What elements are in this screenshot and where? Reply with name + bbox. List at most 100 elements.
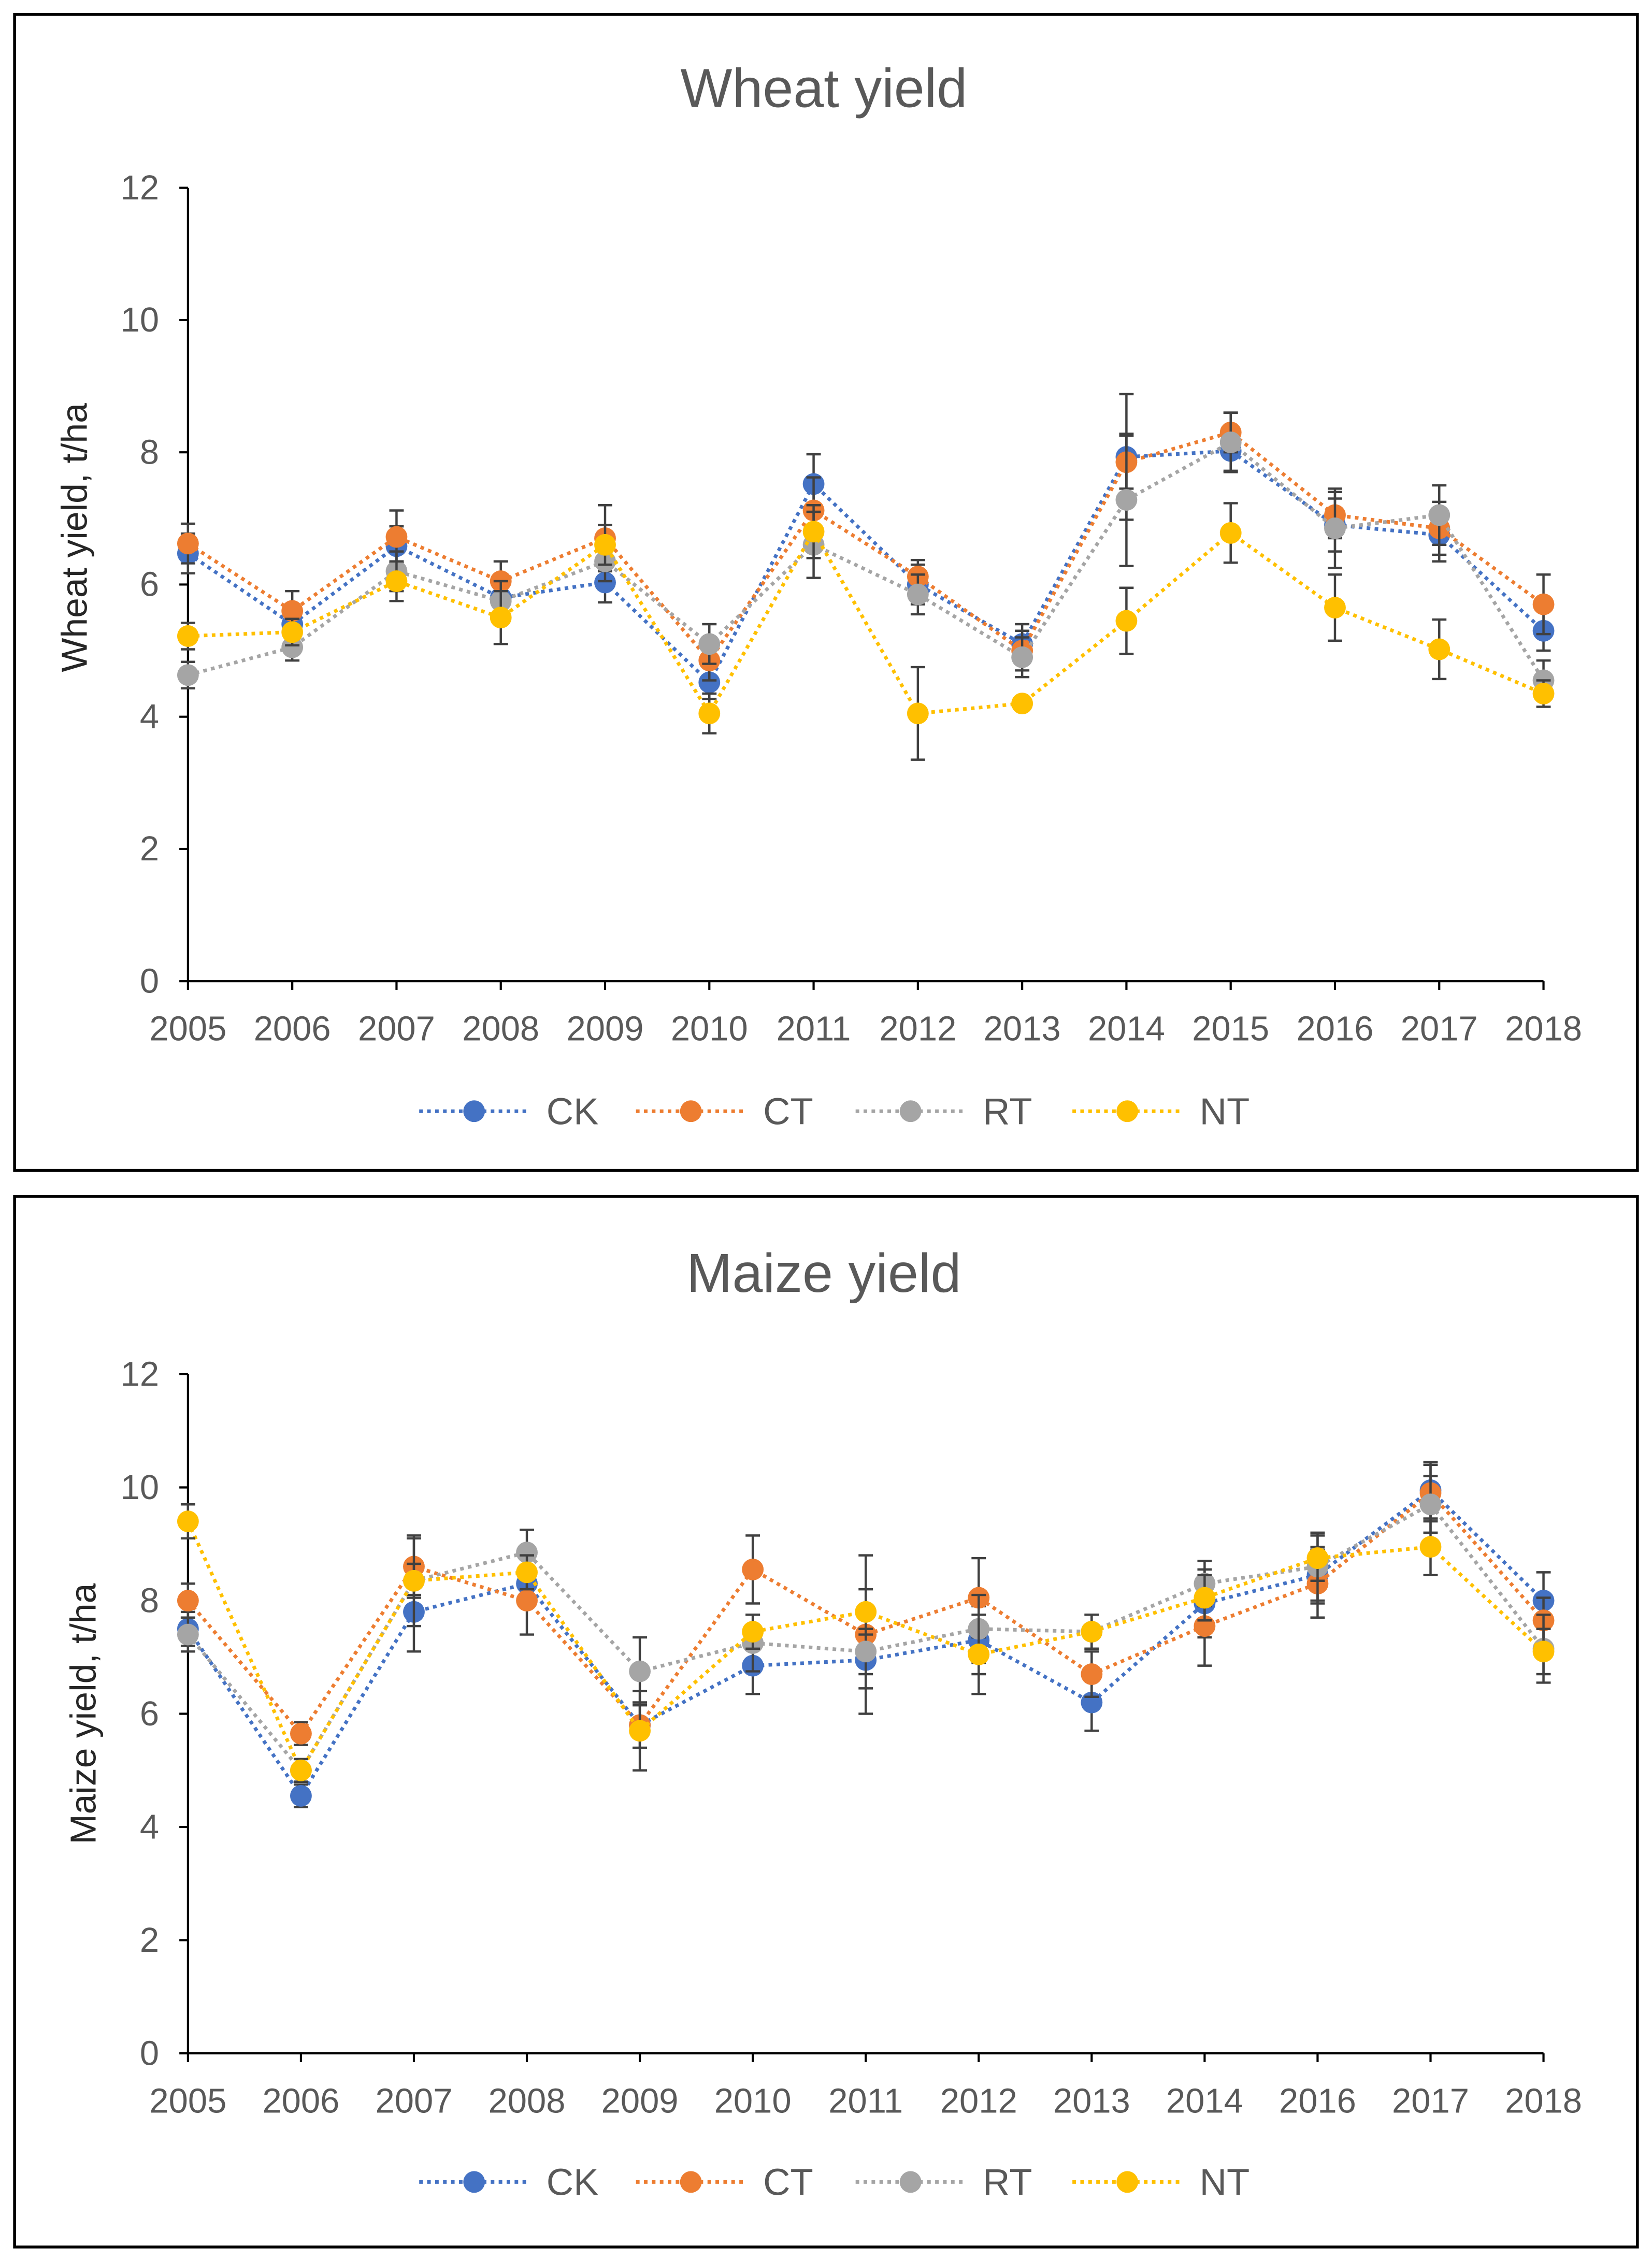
- data-point-nt: [855, 1601, 877, 1623]
- data-point-nt: [742, 1621, 764, 1643]
- x-tick-label: 2017: [1392, 2081, 1469, 2120]
- data-point-nt: [1011, 693, 1033, 715]
- data-point-ct: [281, 600, 304, 622]
- x-tick-label: 2005: [149, 1010, 226, 1048]
- y-tick-label: 8: [140, 1581, 159, 1620]
- series-nt: [177, 502, 1555, 761]
- data-point-rt: [629, 1660, 651, 1682]
- chart-border: [13, 13, 1639, 1172]
- data-point-nt: [802, 521, 825, 543]
- y-tick-label: 10: [121, 1468, 159, 1507]
- y-tick-label: 2: [140, 1921, 159, 1960]
- legend-label: CK: [547, 1090, 599, 1132]
- data-point-rt: [177, 1623, 199, 1646]
- data-point-rt: [1324, 517, 1346, 539]
- x-tick-label: 2006: [254, 1010, 331, 1048]
- legend-label: CT: [763, 2161, 813, 2203]
- x-tick-label: 2018: [1505, 2081, 1582, 2120]
- x-tick-label: 2009: [601, 2081, 679, 2120]
- data-point-ct: [290, 1722, 312, 1745]
- data-point-ct: [1532, 593, 1555, 615]
- x-tick-label: 2011: [828, 2081, 903, 2120]
- legend-item-rt: RT: [855, 1090, 1032, 1132]
- series-line-nt: [188, 528, 1544, 717]
- data-point-ct: [385, 526, 408, 548]
- data-point-rt: [516, 1542, 538, 1564]
- data-point-nt: [516, 1561, 538, 1584]
- data-point-nt: [1194, 1587, 1216, 1609]
- y-tick-label: 8: [140, 433, 159, 471]
- data-point-nt: [385, 570, 408, 592]
- legend-label: NT: [1200, 2161, 1250, 2203]
- data-point-rt: [1011, 646, 1033, 668]
- y-tick-label: 4: [140, 1807, 159, 1846]
- data-point-nt: [290, 1759, 312, 1781]
- legend-marker: [680, 2171, 702, 2193]
- chart-border: [13, 1195, 1639, 2249]
- y-tick-label: 12: [121, 168, 159, 207]
- data-point-nt: [629, 1720, 651, 1742]
- legend-item-ck: CK: [419, 1090, 598, 1132]
- x-tick-label: 2012: [879, 1010, 956, 1048]
- data-point-nt: [1428, 638, 1450, 660]
- x-tick-label: 2016: [1279, 2081, 1356, 2120]
- x-tick-label: 2014: [1166, 2081, 1243, 2120]
- data-point-ck: [290, 1785, 312, 1807]
- legend-marker: [1116, 2171, 1139, 2193]
- data-point-ck: [698, 671, 721, 694]
- data-point-nt: [177, 1510, 199, 1532]
- y-tick-label: 0: [140, 2034, 159, 2072]
- legend-item-nt: NT: [1072, 2161, 1249, 2203]
- legend-label: RT: [983, 2161, 1032, 2203]
- data-point-nt: [490, 607, 512, 629]
- legend-item-ct: CT: [636, 1090, 813, 1132]
- x-tick-label: 2005: [149, 2081, 226, 2120]
- y-tick-label: 6: [140, 1694, 159, 1733]
- data-point-nt: [1324, 597, 1346, 619]
- data-point-ct: [177, 532, 199, 555]
- x-tick-label: 2010: [714, 2081, 792, 2120]
- data-point-rt: [1428, 504, 1450, 526]
- data-point-nt: [907, 702, 929, 725]
- x-tick-label: 2018: [1505, 1010, 1582, 1048]
- legend-label: NT: [1200, 1090, 1250, 1132]
- data-point-nt: [1081, 1621, 1103, 1643]
- data-point-ct: [177, 1590, 199, 1611]
- data-point-nt: [1532, 1640, 1555, 1663]
- chart-title: Maize yield: [686, 1243, 961, 1304]
- data-point-nt: [403, 1570, 425, 1592]
- legend-item-ct: CT: [636, 2161, 813, 2203]
- legend-item-nt: NT: [1072, 1090, 1249, 1132]
- data-point-ct: [516, 1590, 538, 1611]
- data-point-nt: [177, 625, 199, 647]
- data-point-nt: [1115, 610, 1138, 632]
- data-point-nt: [968, 1643, 990, 1665]
- data-point-nt: [1419, 1536, 1442, 1558]
- legend-label: RT: [983, 1090, 1032, 1132]
- chart-title: Wheat yield: [680, 57, 967, 119]
- x-tick-label: 2008: [462, 1010, 539, 1048]
- data-point-nt: [1219, 522, 1242, 544]
- y-tick-label: 4: [140, 697, 159, 736]
- x-tick-label: 2013: [1053, 2081, 1130, 2120]
- wheat-yield-chart: Wheat yield Wheat yield, t/ha 0 2 4 6 8 10 12 2…: [13, 13, 1639, 1172]
- data-point-ct: [742, 1558, 764, 1580]
- x-tick-label: 2008: [489, 2081, 566, 2120]
- data-point-rt: [907, 583, 929, 606]
- series-line-rt: [187, 440, 1545, 682]
- x-tick-label: 2007: [358, 1010, 435, 1048]
- y-tick-label: 6: [140, 565, 159, 604]
- x-tick-label: 2011: [777, 1010, 851, 1048]
- legend-marker: [463, 2171, 485, 2193]
- legend-item-ck: CK: [419, 2161, 598, 2203]
- legend-marker: [1116, 1100, 1139, 1122]
- y-axis-label: Maize yield, t/ha: [63, 1583, 103, 1844]
- x-tick-label: 2007: [376, 2081, 453, 2120]
- data-point-rt: [855, 1640, 877, 1663]
- legend-label: CK: [547, 2161, 599, 2203]
- legend-marker: [899, 1100, 922, 1122]
- data-point-rt: [1419, 1493, 1442, 1516]
- legend-label: CT: [763, 1090, 813, 1132]
- data-point-nt: [594, 534, 616, 556]
